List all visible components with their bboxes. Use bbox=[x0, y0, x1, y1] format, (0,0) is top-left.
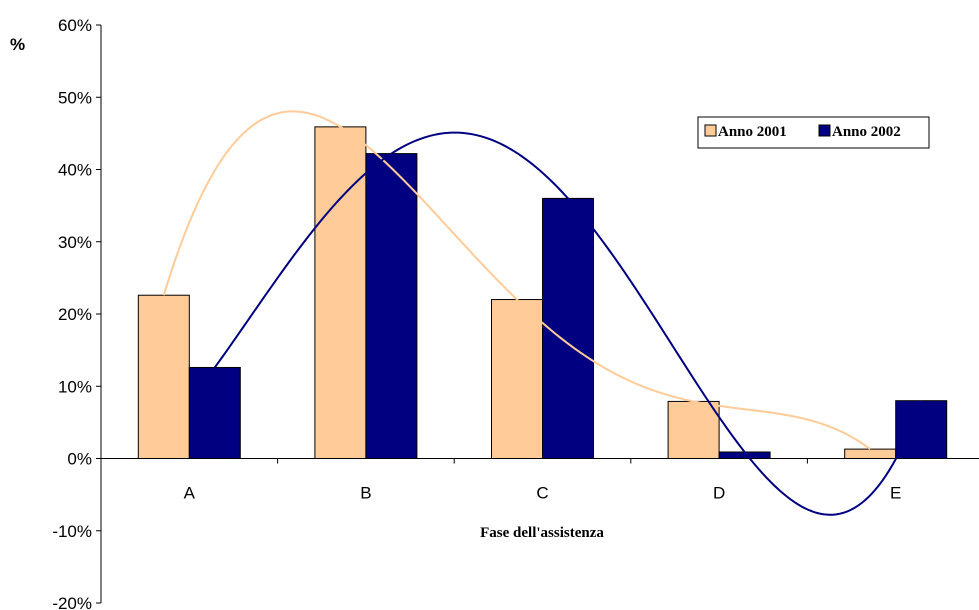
y-tick-label: 40% bbox=[58, 161, 92, 180]
x-tick-label: C bbox=[536, 484, 548, 503]
chart-trendlines bbox=[162, 110, 923, 516]
bar-anno-2001-d bbox=[667, 400, 720, 459]
bar-anno-2001-a bbox=[137, 294, 190, 459]
bar-anno-2002-c bbox=[542, 197, 594, 459]
bar-anno-2001-b bbox=[314, 126, 367, 459]
bar-anno-2002-b bbox=[365, 153, 418, 459]
bar-anno-2001-e bbox=[844, 448, 897, 460]
y-tick-label: 0% bbox=[67, 450, 92, 469]
bar-anno-2002-e bbox=[895, 400, 948, 460]
y-tick-label: 50% bbox=[58, 88, 92, 107]
legend-label-anno-2002: Anno 2002 bbox=[832, 124, 901, 140]
y-axis-label: % bbox=[10, 35, 25, 54]
x-tick-label: A bbox=[184, 484, 196, 503]
trendline-anno-2002 bbox=[213, 131, 923, 516]
chart-labels: % Fase dell'assistenza bbox=[10, 35, 604, 541]
x-tick-label: E bbox=[890, 484, 901, 503]
y-tick-label: 10% bbox=[58, 377, 92, 396]
legend-label-anno-2001: Anno 2001 bbox=[718, 124, 787, 140]
y-tick-label: 60% bbox=[58, 16, 92, 35]
x-tick-label: B bbox=[360, 484, 371, 503]
x-tick-label: D bbox=[713, 484, 725, 503]
chart-legend: Anno 2001 Anno 2002 bbox=[697, 116, 930, 149]
y-tick-label: -10% bbox=[52, 522, 92, 541]
x-axis-label: Fase dell'assistenza bbox=[480, 525, 604, 541]
trendline-anno-2001 bbox=[162, 110, 871, 450]
bar-anno-2001-c bbox=[491, 299, 543, 459]
legend-swatch-anno-2001 bbox=[704, 124, 717, 137]
bar-anno-2002-a bbox=[188, 366, 241, 459]
y-tick-label: -20% bbox=[52, 594, 92, 610]
y-tick-label: 20% bbox=[58, 305, 92, 324]
legend-swatch-anno-2002 bbox=[818, 124, 831, 137]
y-tick-label: 30% bbox=[58, 233, 92, 252]
legend-box bbox=[697, 116, 930, 149]
chart-bars bbox=[137, 126, 948, 460]
chart-axes: -20% -10% 0% 10% 20% 30% 40% 50% 60% A B C D E bbox=[52, 16, 979, 610]
